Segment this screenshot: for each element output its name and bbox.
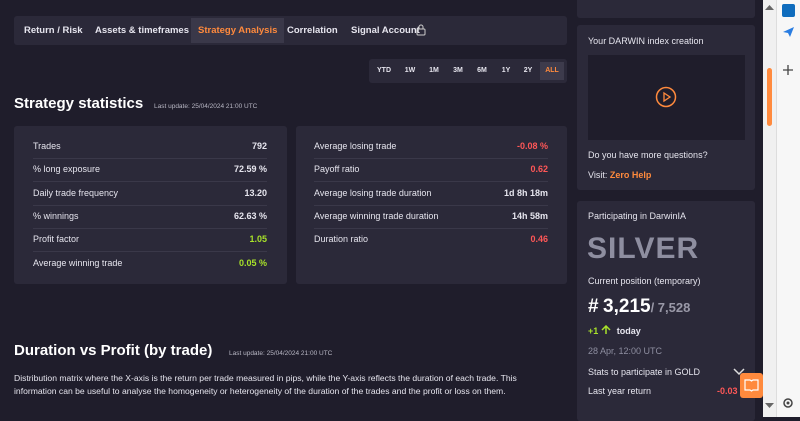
side-panel bbox=[577, 0, 755, 18]
tab[interactable]: Signal Account bbox=[351, 25, 420, 36]
period[interactable]: 1M bbox=[429, 67, 439, 74]
period[interactable]: 6M bbox=[477, 67, 487, 74]
stat-label: Average winning trade bbox=[33, 257, 123, 268]
panel-title: Your DARWIN index creation bbox=[588, 36, 704, 46]
period[interactable]: 3M bbox=[453, 67, 463, 74]
stat-value: 13.20 bbox=[244, 187, 267, 198]
stat-row: Average losing trade -0.08 % bbox=[314, 135, 548, 159]
stat-label: Average losing trade bbox=[314, 141, 397, 151]
settings-icon[interactable] bbox=[781, 396, 795, 410]
scrollbar[interactable] bbox=[763, 0, 776, 417]
period-active[interactable]: ALL bbox=[540, 62, 564, 80]
add-icon[interactable] bbox=[782, 64, 794, 76]
question: Do you have more questions? bbox=[588, 150, 708, 160]
position-prefix: # bbox=[588, 296, 599, 317]
stat-row: Duration ratio 0.46 bbox=[314, 228, 548, 251]
stat-value: 0.05 % bbox=[238, 257, 267, 268]
side-panel bbox=[577, 201, 755, 421]
scroll-down[interactable] bbox=[765, 403, 774, 409]
return-value: -0.03 bbox=[717, 386, 738, 396]
stat-value: 0.46 bbox=[530, 234, 548, 245]
stat-value: 1d 8h 18m bbox=[503, 187, 548, 198]
stat-label: Daily trade frequency bbox=[33, 187, 119, 198]
change: +1 today bbox=[588, 324, 641, 336]
change-value: +1 bbox=[588, 326, 599, 336]
panel-title: Participating in DarwinIA bbox=[588, 211, 687, 221]
period[interactable]: 1W bbox=[404, 67, 416, 74]
stat-row: % winnings 62.63 % bbox=[33, 205, 267, 229]
outlook-icon[interactable] bbox=[782, 4, 795, 17]
stat-row: Average losing trade duration 1d 8h 18m bbox=[314, 182, 548, 206]
tab[interactable]: Correlation bbox=[287, 25, 338, 36]
position: # 3,215/ 7,528 bbox=[588, 296, 690, 318]
tab[interactable]: Return / Risk bbox=[24, 25, 83, 36]
stat-row: Average winning trade 0.05 % bbox=[33, 252, 267, 275]
help-button[interactable] bbox=[740, 373, 763, 398]
stat-value: 14h 58m bbox=[511, 210, 548, 221]
tier: SILVER bbox=[587, 232, 700, 265]
last-update: Last update: 25/04/2024 21:00 UTC bbox=[229, 350, 333, 357]
play-icon[interactable] bbox=[655, 86, 677, 108]
stat-label: Profit factor bbox=[33, 234, 80, 245]
visit: Visit: Zero Help bbox=[588, 170, 651, 180]
stat-label: % winnings bbox=[33, 210, 79, 221]
period[interactable]: 1Y bbox=[501, 67, 511, 74]
stat-row: Average winning trade duration 14h 58m bbox=[314, 205, 548, 229]
return-label: Last year return bbox=[588, 386, 652, 396]
date: 28 Apr, 12:00 UTC bbox=[588, 346, 663, 356]
stat-label: Average winning trade duration bbox=[314, 210, 439, 221]
browser-sidebar bbox=[776, 0, 800, 417]
video[interactable] bbox=[588, 55, 745, 140]
help-link[interactable]: Zero Help bbox=[609, 170, 652, 180]
lock-icon bbox=[416, 24, 426, 36]
stat-value: -0.08 % bbox=[516, 141, 548, 151]
tab-bar bbox=[14, 16, 567, 45]
period-bar bbox=[369, 59, 567, 83]
stat-label: Duration ratio bbox=[314, 234, 369, 245]
position-value: 3,215 bbox=[603, 296, 651, 317]
stats-label: Stats to participate in GOLD bbox=[588, 367, 701, 377]
stat-value: 0.62 bbox=[530, 164, 548, 175]
book-icon bbox=[744, 379, 759, 392]
up-arrow bbox=[601, 324, 611, 334]
period[interactable]: YTD bbox=[377, 67, 391, 74]
stat-row: Profit factor 1.05 bbox=[33, 228, 267, 253]
scroll-thumb[interactable] bbox=[767, 68, 772, 126]
stat-row: Trades 792 bbox=[33, 135, 267, 159]
stat-row: Payoff ratio 0.62 bbox=[314, 158, 548, 183]
period[interactable]: 2Y bbox=[523, 67, 533, 74]
stat-value: 72.59 % bbox=[233, 164, 267, 175]
section-title: Strategy statistics bbox=[14, 95, 144, 112]
send-icon[interactable] bbox=[782, 26, 795, 38]
stat-value: 62.63 % bbox=[233, 210, 267, 221]
tab[interactable]: Assets & timeframes bbox=[95, 25, 189, 36]
visit-label: Visit: bbox=[588, 170, 608, 180]
stat-label: Average losing trade duration bbox=[314, 187, 432, 198]
stat-row: Daily trade frequency 13.20 bbox=[33, 182, 267, 206]
stat-label: Trades bbox=[33, 141, 61, 151]
stat-value: 792 bbox=[251, 141, 267, 151]
position-total: / 7,528 bbox=[650, 300, 691, 315]
scroll-up[interactable] bbox=[765, 4, 774, 10]
last-update: Last update: 25/04/2024 21:00 UTC bbox=[154, 103, 258, 110]
stat-row: % long exposure 72.59 % bbox=[33, 158, 267, 183]
position-label: Current position (temporary) bbox=[588, 276, 701, 286]
stat-label: Payoff ratio bbox=[314, 164, 360, 175]
chevron[interactable] bbox=[733, 368, 745, 376]
description: Distribution matrix where the X-axis is … bbox=[14, 373, 517, 396]
change-label: today bbox=[616, 326, 641, 336]
tab-active[interactable]: Strategy Analysis bbox=[191, 18, 285, 43]
stat-label: % long exposure bbox=[33, 164, 101, 175]
section-title: Duration vs Profit (by trade) bbox=[14, 342, 213, 359]
stat-value: 1.05 bbox=[249, 234, 267, 245]
